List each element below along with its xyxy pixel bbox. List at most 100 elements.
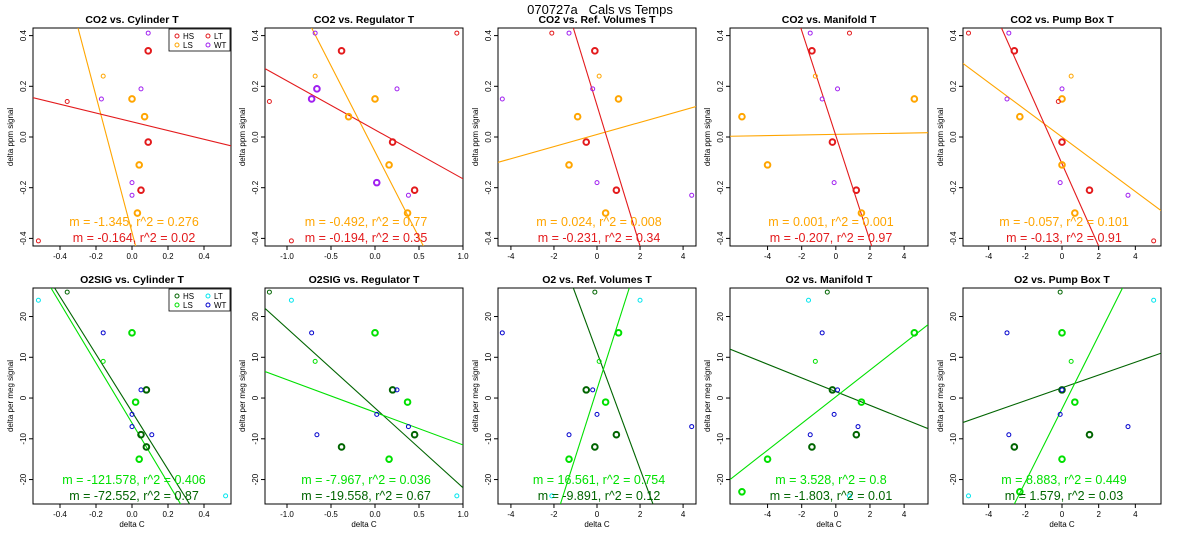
x-tick-label: 0.4	[198, 252, 210, 261]
chart-title: CO2 vs. Ref. Volumes T	[538, 14, 656, 26]
x-tick-label: 4	[681, 252, 686, 261]
data-point-ls	[312, 358, 318, 364]
data-point-hs	[582, 386, 591, 394]
fit-line	[730, 132, 928, 137]
data-point-ls	[601, 398, 610, 406]
data-point-ls	[1058, 455, 1066, 463]
data-point-ls	[100, 358, 106, 364]
fit-annotation: m = -0.057, r^2 = 0.101	[999, 215, 1129, 229]
fit-annotation: m = -0.13, r^2 = 0.91	[1006, 231, 1122, 245]
fit-annotation: m = -121.578, r^2 = 0.406	[62, 473, 206, 487]
legend-marker	[174, 33, 180, 39]
data-point-wt	[1059, 387, 1065, 393]
chart-panel-6: O2SIG vs. Cylinder T -0.4 -0.2 0.0 0.2 0.4 -20…	[6, 274, 232, 529]
y-tick-label: 0.0	[716, 131, 725, 143]
plot-area	[33, 28, 231, 246]
legend-marker	[205, 302, 211, 308]
y-tick-label: 20	[716, 312, 725, 321]
data-point-wt	[129, 424, 135, 430]
y-tick-label: 0.0	[949, 131, 958, 143]
x-tick-label: -4	[985, 510, 993, 519]
data-point-ls	[135, 161, 143, 169]
data-point-ls	[857, 398, 866, 406]
data-point-ls	[1071, 398, 1079, 406]
data-point-lt	[288, 238, 294, 244]
chart-title: O2SIG vs. Cylinder T	[80, 274, 184, 286]
data-point-wt	[309, 330, 315, 336]
y-tick-label: 10	[949, 352, 958, 361]
plot-frame	[729, 27, 929, 247]
x-tick-label: -4	[507, 252, 515, 261]
data-point-wt	[835, 387, 841, 393]
x-axis-label: delta C	[816, 520, 842, 529]
x-tick-label: 4	[902, 510, 907, 519]
data-point-ls	[565, 161, 573, 169]
y-tick-label: 0.4	[949, 29, 958, 41]
legend-marker	[174, 293, 180, 299]
data-point-wt	[372, 178, 381, 187]
data-point-wt	[138, 387, 144, 393]
legend-label: WT	[214, 301, 227, 310]
fit-annotation: m = -19.558, r^2 = 0.67	[301, 489, 431, 503]
fit-annotation: m = -9.891, r^2 = 0.12	[538, 489, 661, 503]
x-tick-label: -2	[1022, 510, 1030, 519]
y-tick-label: -0.4	[949, 231, 958, 245]
y-tick-label: 10	[716, 352, 725, 361]
x-axis-label: delta C	[1049, 520, 1075, 529]
data-point-ls	[601, 209, 610, 217]
data-point-wt	[807, 432, 813, 438]
y-tick-label: 0.4	[251, 29, 260, 41]
chart-title: O2 vs. Manifold T	[786, 274, 874, 286]
data-point-lt	[64, 99, 70, 105]
chart-title: O2 vs. Ref. Volumes T	[542, 274, 652, 286]
data-point-hs	[337, 47, 346, 55]
y-tick-label: -0.4	[716, 231, 725, 245]
data-point-wt	[807, 30, 813, 36]
data-point-ls	[738, 487, 746, 496]
y-tick-label: 10	[251, 352, 260, 361]
data-point-hs	[410, 186, 419, 195]
plot-area	[498, 28, 696, 246]
data-point-ls	[910, 329, 919, 337]
fit-annotation: m = 8.883, r^2 = 0.449	[1001, 473, 1126, 487]
chart-panel-1: CO2 vs. Cylinder T -0.4 -0.2 0.0 0.2 0.4 -0.4 -…	[6, 14, 232, 261]
fit-line	[572, 288, 654, 504]
data-point-lt	[846, 30, 852, 36]
fit-line	[572, 28, 641, 246]
y-tick-label: 0.2	[716, 80, 725, 92]
chart-title: CO2 vs. Regulator T	[314, 14, 415, 26]
data-point-ls	[614, 95, 623, 103]
data-point-hs	[591, 47, 599, 55]
x-tick-label: 0.0	[369, 252, 381, 261]
fit-line	[265, 307, 463, 489]
data-point-ls	[565, 455, 573, 463]
fit-line	[311, 28, 424, 246]
legend-marker	[205, 293, 211, 299]
x-tick-label: 0.0	[369, 510, 381, 519]
data-point-ls	[910, 95, 919, 103]
data-point-wt	[566, 30, 572, 36]
y-tick-label: -20	[19, 473, 28, 485]
data-point-ls	[312, 73, 318, 79]
y-tick-label: 0.4	[484, 29, 493, 41]
chart-title: CO2 vs. Manifold T	[782, 14, 877, 26]
data-point-ls	[573, 112, 582, 121]
y-tick-label: 20	[949, 312, 958, 321]
data-point-ls	[596, 358, 602, 364]
chart-panel-4: CO2 vs. Manifold T -4 -2 0 2 4 -0.4 -0.2 0.0 0.2 0…	[703, 14, 929, 261]
chart-title: CO2 vs. Pump Box T	[1010, 14, 1114, 26]
y-tick-label: -0.4	[484, 231, 493, 245]
data-point-hs	[592, 289, 598, 295]
data-point-ls	[596, 73, 602, 79]
data-point-lt	[966, 493, 971, 499]
data-point-hs	[808, 443, 816, 451]
x-tick-label: 0.0	[126, 252, 138, 261]
y-tick-label: -20	[484, 473, 493, 485]
data-point-wt	[129, 411, 135, 417]
x-tick-label: 4	[1133, 252, 1138, 261]
plot-frame	[729, 287, 929, 505]
data-point-hs	[1010, 443, 1019, 451]
data-point-hs	[612, 186, 621, 195]
data-point-lt	[288, 297, 294, 303]
data-point-lt	[1055, 99, 1061, 105]
